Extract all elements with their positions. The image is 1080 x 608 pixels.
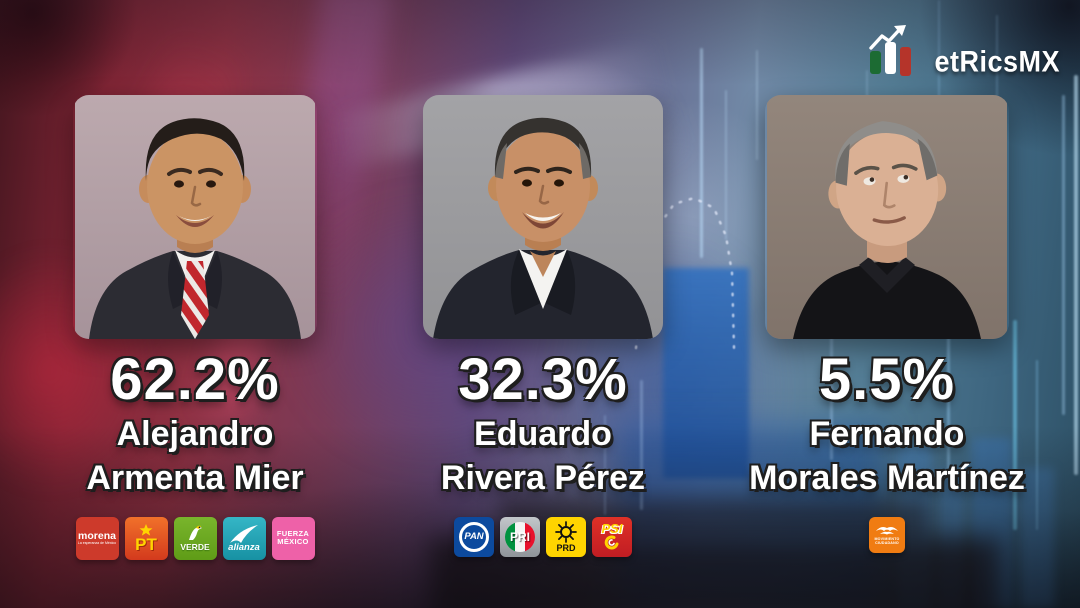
psi-swirl-icon <box>604 535 619 550</box>
bg-streak <box>725 90 727 240</box>
metricsmx-logo: etRicsMX <box>868 24 1060 79</box>
candidate-name: Eduardo Rivera Pérez <box>388 413 698 501</box>
party-logo-morena: morena La esperanza de México <box>75 516 119 560</box>
bg-streak <box>938 0 940 100</box>
pri-tricolor-emblem: PRI <box>505 521 535 552</box>
candidate-card-armenta: 62.2% Alejandro Armenta Mier morena La e… <box>40 95 350 560</box>
bg-streak <box>1013 320 1017 530</box>
bg-streak <box>996 15 998 135</box>
party-logo-pan: PAN <box>454 516 494 557</box>
party-logo-nueva-alianza: alianza <box>222 516 266 560</box>
portrait-armenta-illustration <box>75 95 315 339</box>
pan-circle-emblem: PAN <box>459 521 489 552</box>
candidate-card-rivera: 32.3% Eduardo Rivera Pérez PAN PRI <box>388 95 698 557</box>
party-logos-row: MOVIMIENTO CIUDADANO <box>732 516 1042 553</box>
bg-skyline-bar <box>1020 468 1054 608</box>
bg-streak <box>640 380 643 510</box>
verde-bird-icon <box>189 526 202 541</box>
percent-value: 62.2% <box>110 347 280 412</box>
party-logo-fuerza-mexico: FUERZA MÉXICO <box>271 516 315 560</box>
candidate-photo-morales <box>765 95 1009 339</box>
party-logos-row: PAN PRI PRD <box>388 516 698 557</box>
bg-streak <box>756 50 758 160</box>
party-logo-psi: PSI <box>592 516 632 557</box>
mc-eagle-icon <box>876 526 898 535</box>
candidate-photo-armenta <box>73 95 317 339</box>
bg-streak <box>830 290 833 460</box>
portrait-morales-illustration <box>767 95 1007 339</box>
party-logos-row: morena La esperanza de México PT VERDE <box>40 516 350 560</box>
bg-streak <box>1062 95 1065 415</box>
candidate-name-line2: Morales Martínez <box>749 458 1025 497</box>
candidate-photo-rivera <box>423 95 663 339</box>
bg-streak <box>604 415 606 515</box>
party-logo-movimiento-ciudadano: MOVIMIENTO CIUDADANO <box>869 516 905 553</box>
percent-value: 5.5% <box>818 347 956 412</box>
bg-streak <box>1074 75 1078 475</box>
candidate-card-morales: 5.5% Fernando Morales Martínez MOVIMIENT… <box>732 95 1042 553</box>
candidate-name-line1: Alejandro <box>116 415 274 453</box>
percent-value: 32.3% <box>458 347 628 412</box>
portrait-rivera-illustration <box>423 95 663 339</box>
party-logo-pt: PT <box>124 516 168 560</box>
alianza-swoosh-icon <box>230 525 258 544</box>
pt-star-icon <box>139 523 153 536</box>
party-logo-pri: PRI <box>500 516 540 557</box>
party-logo-prd: PRD <box>546 516 586 557</box>
candidate-name-line1: Fernando <box>809 415 965 453</box>
metricsmx-wordmark: etRicsMX <box>934 45 1060 79</box>
candidate-name: Alejandro Armenta Mier <box>40 413 350 501</box>
candidate-name-line1: Eduardo <box>474 415 612 453</box>
bg-streak <box>947 335 950 475</box>
candidate-name-line2: Armenta Mier <box>86 458 304 497</box>
party-logo-verde: VERDE <box>173 516 217 560</box>
metricsmx-bars-arrow-icon <box>869 25 912 76</box>
candidate-name-line2: Rivera Pérez <box>440 458 646 497</box>
bg-streak <box>1036 360 1038 530</box>
candidate-name: Fernando Morales Martínez <box>732 413 1042 501</box>
bg-streak <box>700 48 703 258</box>
prd-sun-icon <box>555 520 577 543</box>
